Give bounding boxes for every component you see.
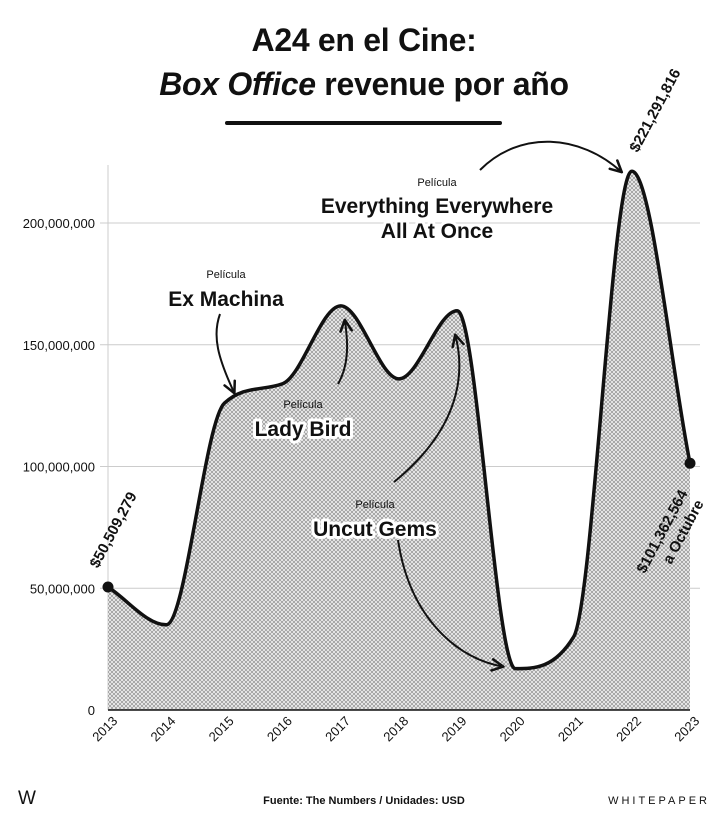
footer-logo: W (18, 788, 36, 809)
annotation-kicker: Película (206, 269, 246, 281)
footer-source: Fuente: The Numbers / Unidades: USD (263, 795, 465, 807)
footer-brand: WHITEPAPER (608, 795, 710, 807)
annotation-kicker: Película (283, 399, 323, 411)
x-axis: 2013 2014 2015 2016 2017 2018 2019 2020 2021 2022… (89, 709, 702, 744)
annotation-title: Lady Bird (255, 418, 352, 441)
x-tick-label: 2015 (206, 713, 237, 744)
value-label: $50,509,279 (87, 489, 141, 571)
chart-title-line2: Box Office revenue por año (0, 66, 728, 103)
x-tick-label: 2020 (497, 713, 528, 744)
annotation-2015: Película Ex Machina (148, 266, 304, 314)
annotation-arrows (215, 140, 624, 672)
annotation-arrow (215, 313, 237, 395)
value-label: $221,291,816 (626, 66, 684, 155)
area-fill (108, 171, 690, 711)
y-tick-label: 200,000,000 (23, 216, 95, 231)
revenue-line (106, 169, 692, 671)
annotation-arrow (479, 140, 624, 174)
title-underline (225, 121, 502, 125)
endpoint-dot (102, 581, 114, 593)
annotation-kicker: Película (417, 177, 457, 189)
x-tick-label: 2023 (671, 713, 702, 744)
endpoint-dot (684, 457, 696, 469)
x-tick-label: 2016 (264, 713, 295, 744)
x-tick-label: 2018 (380, 713, 411, 744)
annotation-arrow (397, 539, 505, 672)
y-tick-label: 50,000,000 (30, 581, 95, 596)
x-tick-label: 2014 (147, 713, 178, 744)
x-tick-label: 2019 (438, 713, 469, 744)
annotation-anchor (148, 266, 304, 268)
annotation-arrow (393, 333, 465, 483)
y-tick-label: 0 (88, 703, 95, 718)
x-tick-label: 2022 (613, 713, 644, 744)
annotation-2017: Película Lady Bird (252, 399, 355, 444)
y-axis: 0 50,000,000 100,000,000 150,000,000 200,000… (23, 216, 95, 718)
annotation-2019: Película Uncut Gems (310, 499, 440, 544)
y-tick-label: 100,000,000 (23, 460, 95, 475)
title-italic-part: Box Office (159, 66, 316, 102)
revenue-area-chart: 0 50,000,000 100,000,000 150,000,000 200,000… (23, 66, 708, 744)
annotation-anchor (359, 174, 515, 176)
chart-title-line1: A24 en el Cine: (251, 22, 477, 58)
annotation-title: Ex Machina (168, 288, 284, 311)
annotation-kicker: Película (355, 499, 395, 511)
annotation-arrow (337, 318, 353, 385)
y-tick-label: 150,000,000 (23, 338, 95, 353)
annotation-title: Everything Everywhere (321, 195, 553, 218)
title-rest-part: revenue por año (315, 66, 569, 102)
x-tick-label: 2021 (555, 713, 586, 744)
x-tick-label: 2017 (322, 713, 353, 744)
annotation-title: Uncut Gems (313, 518, 437, 541)
annotation-title: All At Once (381, 220, 493, 243)
area-layer (102, 169, 696, 711)
